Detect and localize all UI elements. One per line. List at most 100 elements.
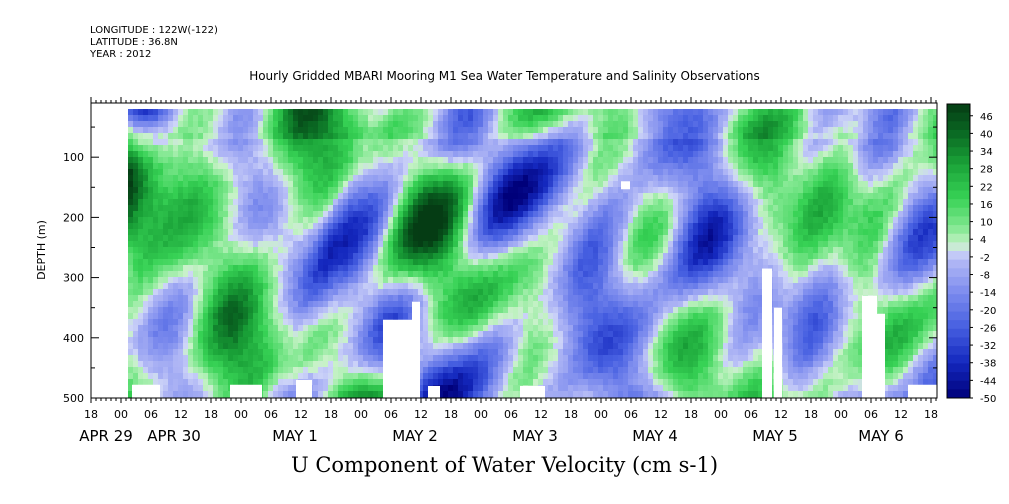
heatmap-cell (388, 277, 394, 284)
heatmap-cell (413, 295, 419, 302)
heatmap-cell (373, 301, 379, 308)
heatmap-cell (573, 253, 579, 260)
heatmap-cell (158, 241, 164, 248)
heatmap-cell (233, 337, 239, 344)
heatmap-cell (458, 205, 464, 212)
heatmap-cell (403, 283, 409, 290)
heatmap-cell (308, 271, 314, 278)
heatmap-cell (238, 355, 244, 362)
heatmap-cell (348, 391, 354, 398)
heatmap-cell (628, 121, 634, 128)
heatmap-cell (183, 187, 189, 194)
heatmap-cell (433, 283, 439, 290)
heatmap-cell (148, 205, 154, 212)
heatmap-cell (508, 217, 514, 224)
heatmap-cell (548, 361, 554, 368)
heatmap-cell (413, 115, 419, 122)
heatmap-cell (433, 247, 439, 254)
heatmap-cell (538, 295, 544, 302)
heatmap-cell (378, 145, 384, 152)
heatmap-cell (418, 331, 424, 338)
heatmap-cell (288, 355, 294, 362)
heatmap-cell (478, 139, 484, 146)
heatmap-cell (633, 307, 639, 314)
heatmap-cell (483, 157, 489, 164)
heatmap-cell (523, 139, 529, 146)
heatmap-cell (538, 175, 544, 182)
heatmap-cell (348, 235, 354, 242)
heatmap-cell (428, 115, 434, 122)
heatmap-cell (528, 199, 534, 206)
heatmap-cell (303, 121, 309, 128)
heatmap-cell (423, 205, 429, 212)
heatmap-cell (593, 271, 599, 278)
heatmap-cell (618, 241, 624, 248)
heatmap-cell (328, 313, 334, 320)
heatmap-cell (353, 373, 359, 380)
heatmap-cell (528, 265, 534, 272)
heatmap-cell (578, 283, 584, 290)
heatmap-cell (323, 331, 329, 338)
heatmap-cell (543, 109, 549, 116)
heatmap-cell (518, 319, 524, 326)
heatmap-cell (503, 325, 509, 332)
heatmap-cell (523, 259, 529, 266)
heatmap-cell (283, 211, 289, 218)
heatmap-cell (338, 121, 344, 128)
heatmap-cell (578, 223, 584, 230)
heatmap-cell (558, 247, 564, 254)
heatmap-cell (478, 193, 484, 200)
heatmap-cell (243, 157, 249, 164)
heatmap-cell (468, 163, 474, 170)
heatmap-cell (388, 217, 394, 224)
heatmap-cell (518, 235, 524, 242)
heatmap-cell (358, 175, 364, 182)
heatmap-cell (623, 157, 629, 164)
heatmap-cell (228, 355, 234, 362)
heatmap-cell (283, 145, 289, 152)
heatmap-cell (133, 205, 139, 212)
heatmap-cell (338, 229, 344, 236)
heatmap-cell (183, 115, 189, 122)
heatmap-cell (343, 199, 349, 206)
heatmap-cell (228, 175, 234, 182)
heatmap-cell (358, 145, 364, 152)
heatmap-cell (488, 139, 494, 146)
heatmap-cell (303, 187, 309, 194)
heatmap-cell (283, 391, 289, 398)
heatmap-cell (343, 367, 349, 374)
heatmap-cell (478, 127, 484, 134)
heatmap-cell (313, 181, 319, 188)
heatmap-cell (383, 235, 389, 242)
heatmap-cell (238, 127, 244, 134)
heatmap-cell (133, 217, 139, 224)
heatmap-cell (158, 271, 164, 278)
heatmap-cell (643, 331, 649, 338)
heatmap-cell (253, 325, 259, 332)
heatmap-cell (393, 283, 399, 290)
heatmap-cell (643, 271, 649, 278)
heatmap-cell (173, 133, 179, 140)
heatmap-cell (463, 127, 469, 134)
heatmap-cell (238, 133, 244, 140)
heatmap-cell (343, 133, 349, 140)
heatmap-cell (508, 145, 514, 152)
heatmap-cell (618, 367, 624, 374)
heatmap-cell (358, 289, 364, 296)
heatmap-cell (253, 367, 259, 374)
heatmap-cell (458, 355, 464, 362)
heatmap-cell (428, 187, 434, 194)
heatmap-cell (298, 205, 304, 212)
heatmap-cell (403, 295, 409, 302)
heatmap-cell (393, 115, 399, 122)
heatmap-cell (438, 337, 444, 344)
heatmap-cell (593, 259, 599, 266)
heatmap-cell (143, 349, 149, 356)
heatmap-cell (518, 271, 524, 278)
heatmap-cell (608, 343, 614, 350)
heatmap-cell (238, 157, 244, 164)
heatmap-cell (473, 283, 479, 290)
heatmap-cell (158, 373, 164, 380)
heatmap-cell (428, 379, 434, 386)
heatmap-cell (143, 247, 149, 254)
